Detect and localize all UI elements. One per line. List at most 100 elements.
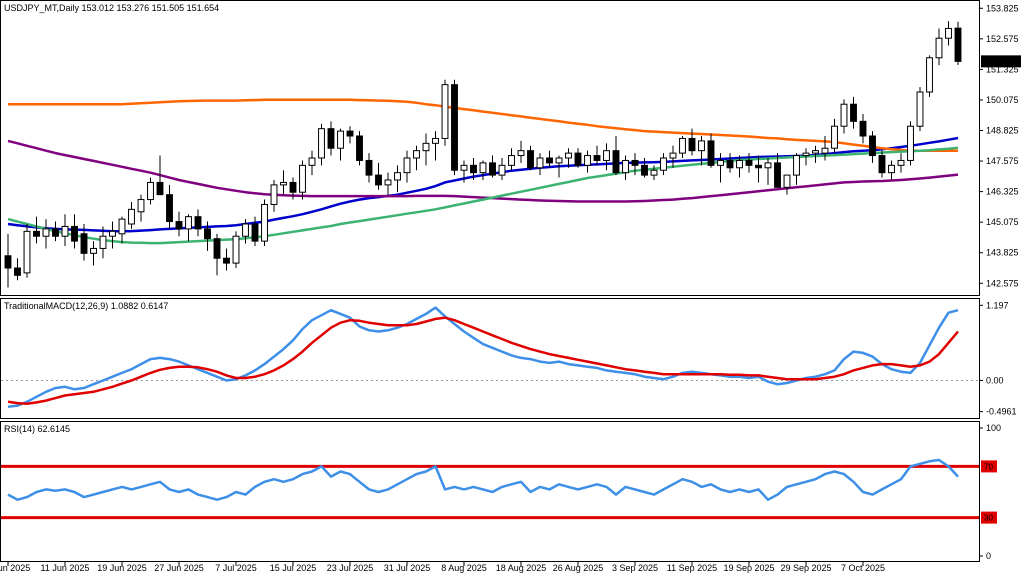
candle-body-bear (774, 162, 781, 188)
candle (280, 170, 287, 195)
candle-body-bull (394, 172, 401, 181)
candle-body-bear (194, 216, 202, 230)
candle-body-bull (318, 128, 325, 159)
candle (299, 160, 306, 200)
candle (33, 216, 40, 244)
candle (118, 216, 126, 244)
candle-body-bull (232, 235, 240, 264)
candle (470, 158, 477, 180)
candle-body-bear (327, 128, 335, 149)
candle (289, 177, 297, 200)
candle-body-bull (498, 164, 506, 176)
price-panel-frame (0, 0, 980, 296)
candle (812, 145, 819, 163)
candle (897, 153, 905, 173)
candle (859, 114, 867, 144)
candle-body-bull (99, 235, 107, 249)
candle (584, 150, 591, 173)
candle (650, 165, 658, 180)
price-marks (4, 21, 962, 288)
candle-body-bull (308, 157, 316, 166)
candle-body-bull (945, 27, 952, 39)
candle-body-bear (527, 150, 534, 169)
candle (441, 79, 449, 146)
candle (831, 118, 838, 154)
candle-body-bull (299, 164, 306, 193)
candle-body-bull (831, 125, 838, 149)
candle-body-bull (242, 223, 249, 237)
candle-body-bull (185, 216, 192, 230)
date-tick-label: 27 Jun 2025 (154, 563, 204, 573)
candle (175, 211, 183, 237)
date-tick-label: 19 Sep 2025 (723, 563, 774, 573)
price-tick-label: 151.325 (986, 64, 1019, 74)
candle (4, 233, 12, 288)
candle-body-bear (71, 225, 78, 242)
candle-body-bull (660, 157, 667, 171)
date-tick-label: 7 Oct 2025 (841, 563, 885, 573)
candle-body-bull (669, 152, 677, 159)
candle-body-bull (61, 225, 69, 237)
candle (755, 155, 762, 183)
candle-body-bull (717, 159, 724, 166)
candle (764, 158, 772, 185)
candle (403, 150, 411, 183)
candle-body-bull (698, 140, 705, 152)
date-tick-label: 11 Sep 2025 (667, 563, 717, 573)
price-tick-label: 142.575 (986, 278, 1019, 288)
rsi-level-tag (981, 511, 997, 524)
candle-body-bull (432, 137, 439, 144)
candle (422, 133, 430, 166)
candle-body-bull (413, 150, 420, 159)
candle (555, 155, 563, 178)
candle (251, 216, 259, 246)
candle (23, 224, 31, 278)
candle (707, 133, 715, 168)
candle-body-bear (878, 155, 886, 174)
candle-body-bull (793, 155, 800, 176)
candle (232, 231, 240, 268)
candle-body-bull (441, 84, 449, 139)
candle (869, 131, 876, 163)
candle (907, 121, 914, 166)
candle (185, 214, 192, 242)
candle-body-bear (156, 181, 164, 196)
price-tick-label: 147.575 (986, 156, 1019, 166)
candle (270, 180, 278, 212)
candle-body-bear (954, 27, 962, 62)
candle (622, 155, 629, 180)
candle-body-bull (460, 164, 468, 171)
candle (774, 153, 781, 188)
candle (603, 143, 610, 171)
candle-body-bear (641, 164, 648, 176)
macd-tick-label: 0.00 (986, 375, 1004, 385)
candle (698, 136, 705, 166)
candle-body-bull (907, 125, 914, 161)
date-tick-label: 8 Aug 2025 (441, 563, 487, 573)
candle (954, 21, 962, 65)
candle-body-bear (346, 130, 354, 137)
candle (745, 153, 753, 173)
candle (783, 174, 791, 195)
candle (80, 224, 88, 261)
candle-body-bull (90, 247, 97, 254)
candle (802, 148, 810, 166)
candle-body-bull (422, 142, 430, 152)
candle-body-bull (479, 162, 487, 174)
candle-body-bear (869, 135, 876, 157)
rsi-level-tag (981, 460, 997, 473)
candle-body-bull (565, 152, 572, 159)
axes: 3 Jun 2025 11 Jun 2025 19 Jun 2025 27 Jun 2… (0, 3, 1021, 573)
candle (194, 209, 202, 237)
candle-body-bull (897, 159, 905, 166)
candle (394, 165, 401, 193)
candle (840, 99, 848, 134)
candle (261, 199, 268, 246)
candle-body-bull (270, 184, 278, 205)
candle-body-bull (650, 169, 658, 176)
candle (166, 184, 173, 229)
candle (413, 145, 420, 171)
main-chart-header: USDJPY_MT,Daily 153.012 153.276 151.505 … (4, 3, 219, 13)
date-tick-label: 26 Aug 2025 (553, 563, 604, 573)
